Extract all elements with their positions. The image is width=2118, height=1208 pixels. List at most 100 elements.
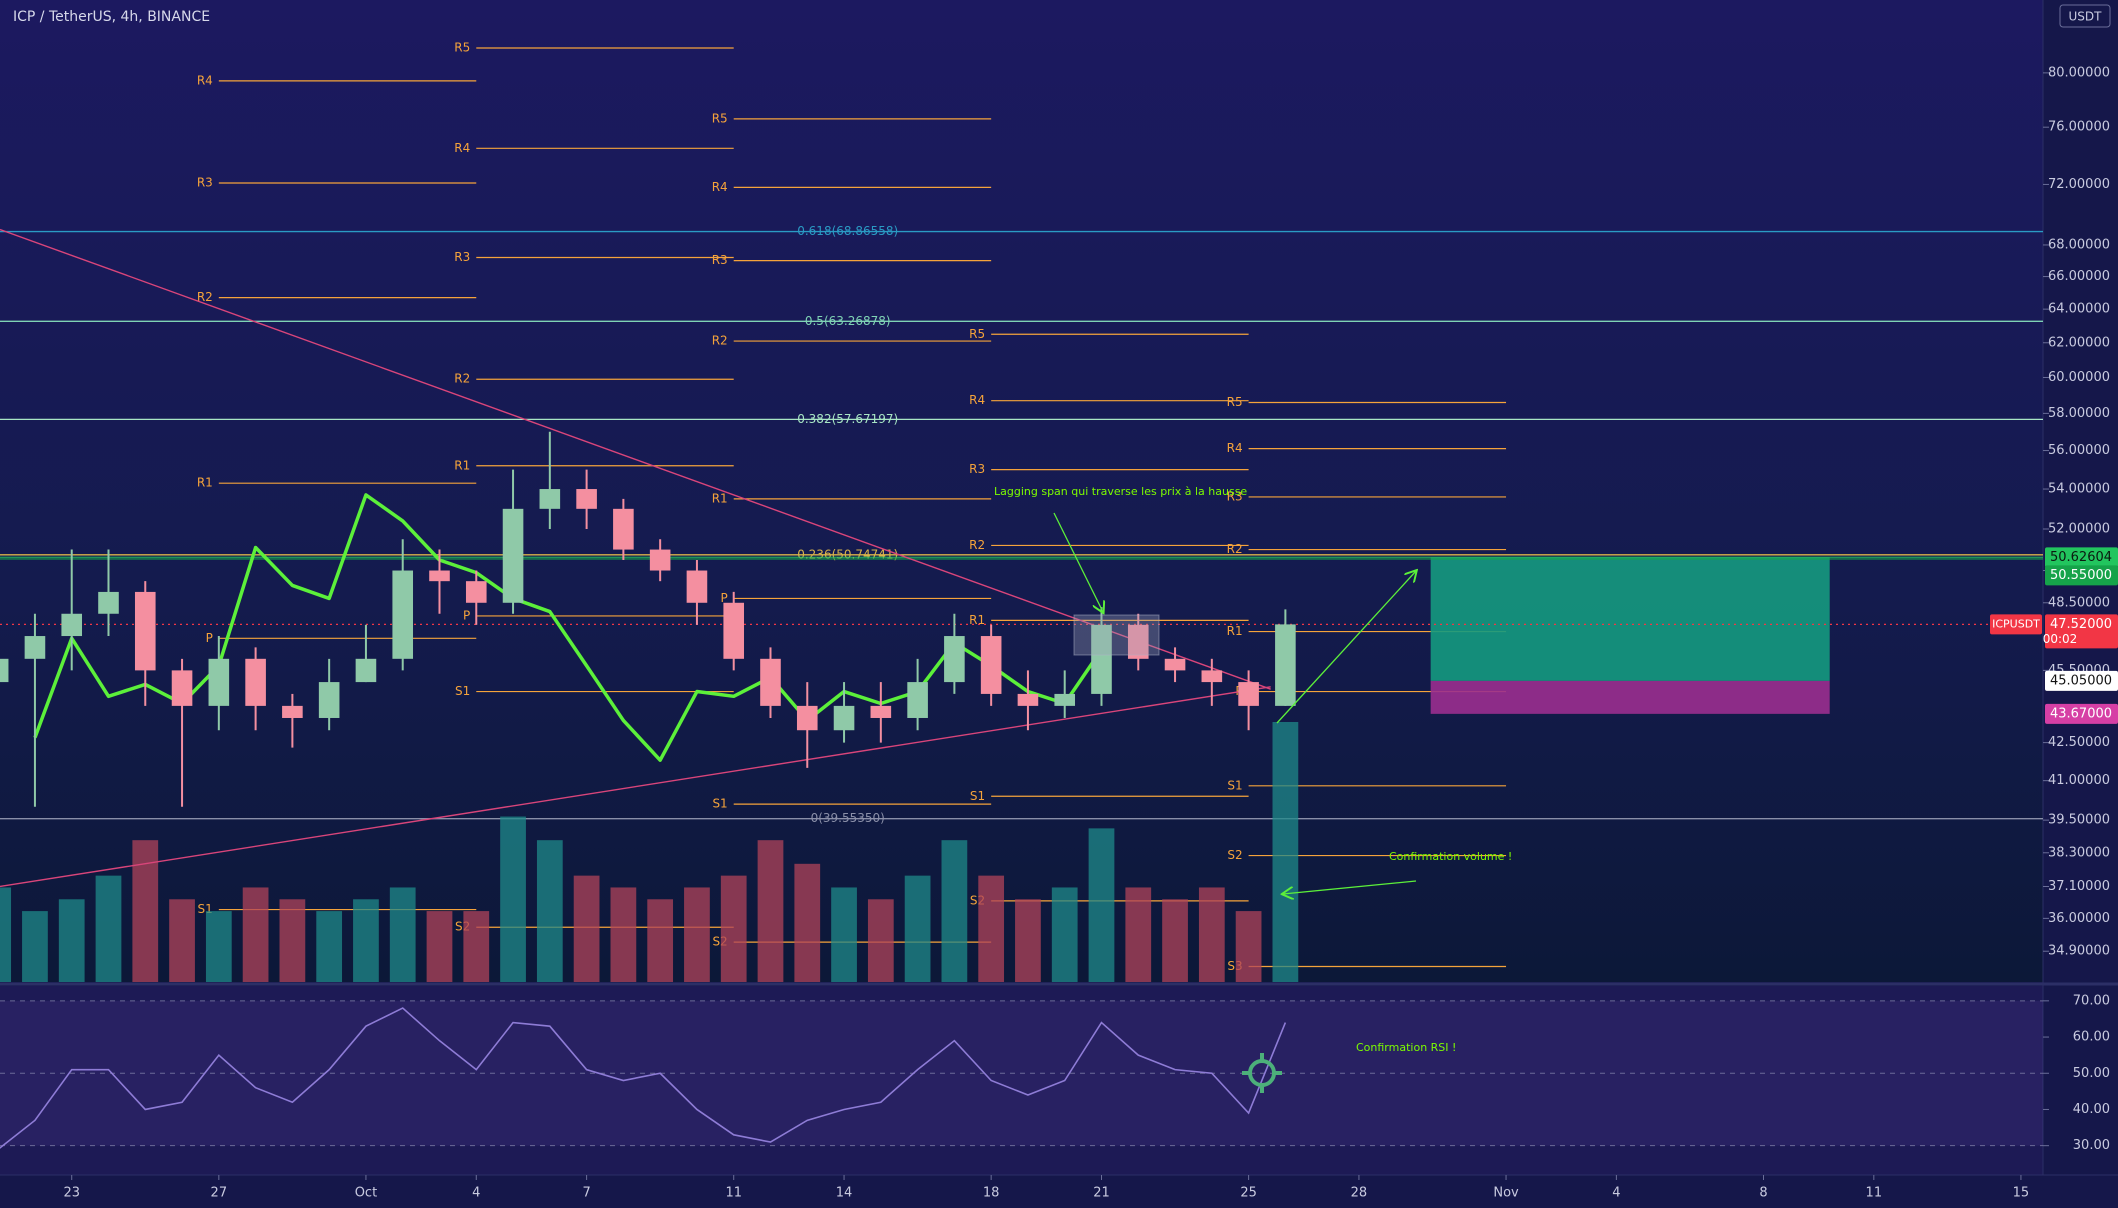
candle-body: [1201, 670, 1223, 683]
price-label: 47.52000: [2050, 617, 2112, 632]
y-tick-label: 41.00000: [2048, 773, 2110, 788]
price-label-box: [2045, 547, 2118, 568]
pivot-label: R1: [1227, 624, 1243, 638]
pivot-label: P: [206, 631, 213, 645]
pivot-label: R1: [712, 491, 728, 505]
candle-body: [944, 636, 965, 683]
candle-body: [171, 670, 193, 706]
volume-bar: [1051, 887, 1078, 982]
position-profit: [1430, 557, 1830, 681]
volume-bar: [58, 899, 85, 982]
pivot-label: R2: [197, 290, 213, 304]
pivot-label: R1: [969, 613, 985, 627]
volume-bar: [720, 875, 747, 982]
candle-body: [355, 658, 377, 683]
volume-bar: [426, 911, 453, 982]
volume-bar: [1125, 887, 1152, 982]
x-tick-label: 27: [211, 1186, 228, 1201]
pivot-label: R4: [1227, 441, 1243, 455]
volume-bar: [463, 911, 490, 982]
pivot-label: R3: [197, 175, 213, 189]
y-tick-label: 34.90000: [2048, 944, 2110, 959]
volume-bar: [1162, 899, 1188, 982]
y-tick-label: 54.00000: [2048, 482, 2110, 497]
x-tick-label: 11: [1866, 1186, 1883, 1201]
candle-body: [576, 489, 597, 509]
candle-body: [539, 489, 561, 509]
x-tick-label: 14: [836, 1186, 853, 1201]
x-tick-label: Oct: [355, 1186, 377, 1201]
pivot-label: P: [720, 591, 727, 605]
volume-bar: [757, 840, 784, 982]
volume-bar: [169, 899, 195, 982]
y-tick-label: 48.50000: [2048, 595, 2110, 610]
y-tick-label: 39.50000: [2048, 813, 2110, 828]
volume-bar: [904, 875, 931, 982]
currency: USDT: [2069, 10, 2103, 24]
pivot-label: P: [463, 608, 470, 622]
pivot-label: S1: [455, 684, 470, 698]
volume-bar: [95, 875, 122, 982]
volume-bar: [242, 887, 269, 982]
y-tick-label: 36.00000: [2048, 911, 2110, 926]
candle-body: [1238, 682, 1259, 706]
x-tick-label: 4: [472, 1186, 480, 1201]
pivot-label: R2: [1227, 542, 1243, 556]
candle-body: [61, 613, 83, 637]
volume-bar: [1015, 899, 1041, 982]
pivot-label: R5: [712, 111, 728, 125]
pivot-label: R3: [969, 462, 985, 476]
y-tick-label: 72.00000: [2048, 177, 2110, 192]
pivot-label: R3: [1227, 489, 1243, 503]
currency-box: [2059, 4, 2111, 28]
candle-body: [980, 636, 1002, 694]
candle-body: [833, 705, 855, 731]
price-label-box: [2045, 670, 2118, 691]
candle-body: [318, 682, 340, 718]
volume-bar: [1235, 911, 1262, 982]
arrow: [1276, 571, 1416, 724]
candle-body: [429, 570, 450, 582]
volume-bar: [1198, 887, 1225, 982]
y-tick-label: 58.00000: [2048, 406, 2110, 421]
volume-bar: [1088, 828, 1115, 982]
x-tick-label: Nov: [1493, 1186, 1519, 1201]
candle-body: [613, 508, 634, 550]
candle-body: [1164, 658, 1186, 671]
x-tick-label: 21: [1093, 1186, 1110, 1201]
y-tick-label: 38.30000: [2048, 845, 2110, 860]
rsi-tick-label: 50.00: [2073, 1066, 2110, 1081]
candle-body: [465, 581, 487, 603]
price-label: 43.67000: [2050, 706, 2112, 721]
x-tick-label: 23: [63, 1186, 80, 1201]
arrow: [1053, 512, 1103, 612]
candle-body: [98, 591, 119, 614]
price-label-box: [2045, 703, 2118, 724]
x-tick-label: 28: [1351, 1186, 1368, 1201]
pivot-label: R2: [454, 372, 470, 386]
y-tick-label: 64.00000: [2048, 302, 2110, 317]
trendline: [0, 228, 1271, 690]
rsi-tick-label: 30.00: [2073, 1138, 2110, 1153]
annotation: Lagging span qui traverse les prix à la …: [994, 485, 1247, 498]
candle-body: [723, 602, 745, 659]
candle-body: [686, 570, 708, 603]
target-icon: [1242, 1053, 1282, 1093]
candle-body: [1127, 624, 1149, 659]
arrow: [1283, 880, 1417, 894]
rsi-line: [0, 1007, 1287, 1149]
volume-bar: [132, 840, 159, 982]
price-label: 45.05000: [2050, 673, 2112, 688]
pivot-label: R4: [712, 180, 728, 194]
pivot-label: R5: [454, 41, 470, 55]
ticker-box: [1990, 614, 2042, 635]
pivot-label: S1: [712, 797, 727, 811]
pivot-label: R5: [1227, 395, 1243, 409]
ticker-label: ICPUSDT: [1992, 617, 2040, 630]
price-label: 50.62604: [2050, 550, 2112, 565]
volume-bar: [536, 840, 563, 982]
candle-body: [760, 658, 781, 706]
volume-bar: [941, 840, 968, 982]
pivot-label: R3: [454, 250, 470, 264]
